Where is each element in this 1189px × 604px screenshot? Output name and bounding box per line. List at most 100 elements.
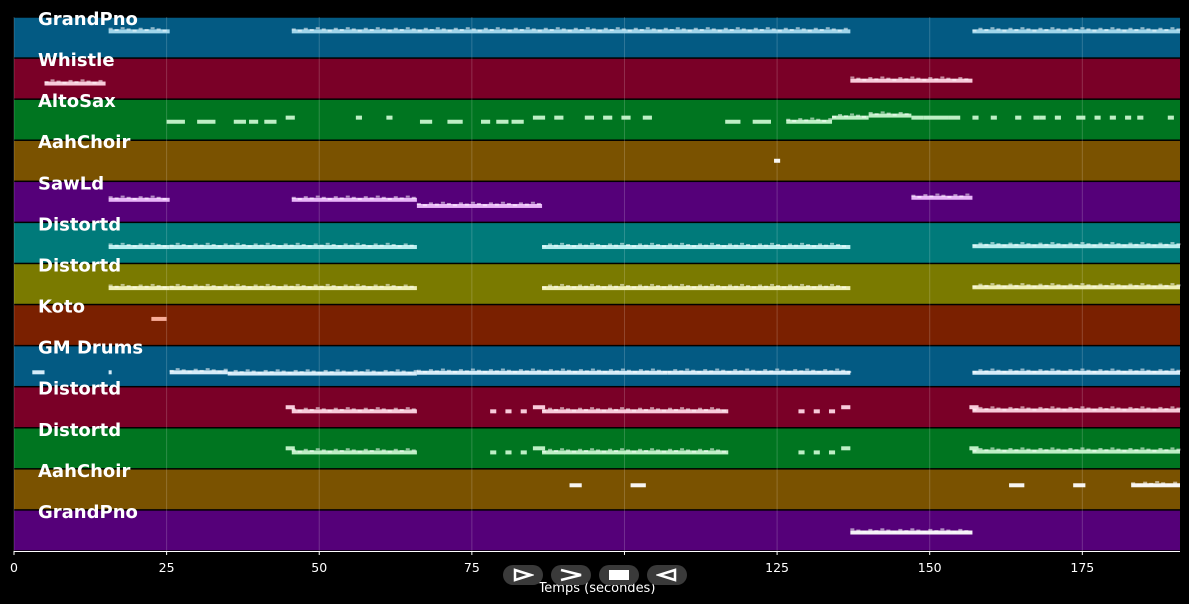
note-detail: [764, 244, 769, 247]
note-detail: [1014, 284, 1019, 287]
note-detail: [806, 285, 811, 288]
note: [166, 119, 185, 124]
note: [584, 115, 594, 120]
note: [490, 409, 497, 414]
note-detail: [1098, 406, 1103, 409]
note-detail: [1074, 284, 1079, 287]
note-detail: [880, 528, 885, 531]
note-detail: [428, 202, 433, 205]
note-detail: [501, 28, 506, 31]
step-forward-button[interactable]: [503, 565, 543, 585]
note-detail: [307, 245, 312, 248]
note-detail: [313, 284, 318, 287]
note-detail: [247, 245, 252, 248]
stop-button[interactable]: [599, 565, 639, 585]
note-detail: [495, 27, 500, 30]
note-detail: [1176, 28, 1181, 31]
note-detail: [303, 448, 308, 451]
note-detail: [518, 202, 523, 205]
note-detail: [807, 29, 812, 32]
note-detail: [156, 244, 161, 247]
note: [832, 115, 869, 120]
note-detail: [1020, 242, 1025, 245]
note-detail: [709, 370, 714, 373]
note-detail: [805, 368, 810, 371]
track-lane: [14, 510, 1180, 551]
note-detail: [1152, 285, 1157, 288]
note-detail: [554, 450, 559, 453]
note-detail: [1098, 283, 1103, 286]
note-detail: [947, 195, 952, 198]
note-detail: [1140, 368, 1145, 371]
note-detail: [850, 113, 855, 116]
rewind-button[interactable]: [647, 565, 687, 585]
x-tick-label: 175: [1070, 560, 1094, 575]
note-detail: [321, 28, 326, 31]
note-detail: [603, 27, 608, 30]
note: [108, 370, 112, 375]
note-detail: [781, 369, 786, 372]
note-detail: [1008, 369, 1013, 372]
note-detail: [692, 450, 697, 453]
note-detail: [698, 243, 703, 246]
note-detail: [1116, 448, 1121, 451]
note-detail: [483, 27, 488, 30]
note-detail: [86, 80, 91, 83]
x-tick-label: 0: [10, 560, 18, 575]
note-detail: [542, 370, 547, 373]
fast-forward-button[interactable]: [551, 565, 591, 585]
note-detail: [283, 284, 288, 287]
track-label: Distortd: [38, 420, 121, 441]
note: [841, 446, 851, 451]
note-detail: [393, 448, 398, 451]
track-lane: [14, 223, 1180, 263]
note-detail: [911, 194, 916, 197]
note-detail: [817, 370, 822, 373]
note-detail: [935, 193, 940, 196]
note-detail: [916, 529, 921, 532]
note-detail: [98, 79, 103, 82]
note-detail: [836, 285, 841, 288]
note-detail: [253, 243, 258, 246]
note-detail: [500, 368, 505, 371]
note-detail: [686, 244, 691, 247]
note-detail: [984, 370, 989, 373]
note-detail: [554, 244, 559, 247]
rewind-icon: [656, 568, 677, 582]
note: [108, 197, 170, 202]
track-lane: [14, 99, 1180, 140]
note-detail: [1176, 243, 1181, 246]
note-detail: [722, 450, 727, 453]
note-detail: [315, 448, 320, 451]
note: [285, 446, 295, 451]
note-detail: [608, 369, 613, 372]
note: [108, 29, 170, 34]
note-detail: [597, 29, 602, 32]
note-detail: [357, 450, 362, 453]
note-detail: [500, 201, 505, 204]
note-detail: [223, 284, 228, 287]
note-detail: [150, 242, 155, 245]
note-detail: [1044, 243, 1049, 246]
note-detail: [996, 28, 1001, 31]
note-detail: [1026, 369, 1031, 372]
note-detail: [1002, 449, 1007, 452]
note-detail: [729, 28, 734, 31]
note-detail: [627, 29, 632, 32]
note-detail: [638, 407, 643, 410]
note-detail: [1128, 27, 1133, 30]
note-detail: [978, 283, 983, 286]
note-detail: [584, 244, 589, 247]
note-detail: [512, 370, 517, 373]
note-detail: [1062, 285, 1067, 288]
note-detail: [620, 368, 625, 371]
note-detail: [716, 449, 721, 452]
note-detail: [379, 244, 384, 247]
note-detail: [638, 448, 643, 451]
note-detail: [1167, 483, 1172, 486]
note-detail: [156, 196, 161, 199]
note-detail: [626, 285, 631, 288]
note-detail: [549, 28, 554, 31]
note-detail: [423, 27, 428, 30]
note-detail: [1026, 243, 1031, 246]
